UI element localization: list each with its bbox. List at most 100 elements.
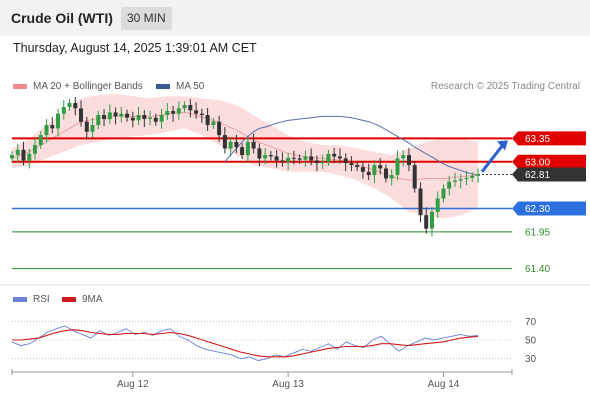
credit-text: Research © 2025 Trading Central: [430, 81, 580, 92]
candle: [355, 165, 360, 168]
rsi-series-rsi: [11, 325, 479, 361]
candle: [320, 161, 325, 164]
x-tick-label-1: Aug 13: [272, 379, 304, 390]
candle: [291, 157, 296, 159]
rsi-tick-50: 50: [525, 336, 537, 347]
candle: [326, 153, 331, 162]
ma50-line: [224, 115, 479, 176]
chart-header: Crude Oil (WTI) 30 MIN: [0, 0, 590, 36]
candle: [27, 153, 32, 161]
legend-ma50: MA 50: [156, 81, 204, 92]
candle: [349, 163, 354, 166]
candle: [84, 121, 89, 132]
candle: [332, 153, 337, 157]
candle: [251, 141, 256, 149]
level-label-2: 62.81: [525, 170, 550, 181]
rsi-tick-30: 30: [525, 354, 537, 365]
ma20-line: [11, 111, 479, 181]
candle: [228, 141, 233, 149]
candle: [257, 148, 262, 159]
candle: [188, 105, 193, 111]
candle: [142, 115, 147, 119]
candle: [148, 117, 153, 119]
level-label-1: 63.00: [525, 157, 550, 168]
candle: [447, 181, 452, 189]
candle: [337, 156, 342, 159]
candle: [194, 110, 199, 114]
candle: [56, 113, 60, 129]
level-label-5: 61.40: [525, 264, 550, 275]
candle: [453, 180, 457, 182]
candle: [286, 157, 291, 162]
candle: [79, 108, 83, 122]
candle: [33, 145, 37, 154]
candle: [378, 165, 383, 169]
candle: [389, 175, 394, 179]
candle: [165, 111, 170, 115]
candle: [280, 160, 285, 162]
candle: [407, 155, 411, 166]
candle: [412, 165, 417, 189]
candle: [268, 155, 273, 157]
candle: [234, 141, 239, 148]
candle: [102, 115, 106, 119]
legend-rsi: RSI: [13, 294, 50, 305]
legend-swatch-ma50: [156, 84, 170, 89]
rsi-series-9ma: [12, 329, 479, 358]
candle: [50, 125, 55, 129]
candle: [67, 103, 72, 107]
candle: [182, 105, 187, 109]
candle: [136, 115, 141, 121]
timestamp: Thursday, August 14, 2025 1:39:01 AM CET: [13, 41, 257, 55]
candle: [153, 117, 158, 122]
candle: [297, 158, 302, 160]
rsi-tick-70: 70: [525, 317, 537, 328]
candle: [274, 156, 279, 161]
candle: [38, 135, 43, 146]
x-tick-label-2: Aug 14: [428, 379, 460, 390]
bollinger-band-area: [12, 93, 478, 219]
candle: [73, 103, 78, 109]
level-label-0: 63.35: [525, 134, 550, 145]
instrument-title: Crude Oil (WTI): [11, 10, 113, 26]
candle: [366, 171, 371, 176]
level-badge-2: [512, 167, 586, 182]
candle: [245, 141, 250, 156]
candle: [96, 115, 101, 125]
legend-label-ma50: MA 50: [176, 81, 205, 92]
candle: [435, 198, 440, 212]
legend-swatch-rsi: [13, 297, 27, 302]
candle: [263, 155, 268, 159]
candle: [401, 155, 406, 159]
candle: [222, 135, 227, 149]
timeframe-button[interactable]: 30 MIN: [121, 7, 172, 30]
candle: [107, 112, 112, 120]
candle: [464, 177, 469, 180]
candle: [314, 160, 319, 164]
legend-swatch-9ma: [62, 297, 76, 302]
candle: [119, 113, 124, 117]
level-badge-1: [512, 154, 586, 169]
level-label-4: 61.95: [525, 227, 550, 238]
legend-bollinger: MA 20 + Bollinger Bands: [13, 81, 143, 92]
candle: [21, 149, 26, 161]
candle: [125, 113, 130, 118]
legend-swatch-bollinger: [13, 84, 27, 89]
candle: [430, 211, 434, 229]
candle: [372, 165, 377, 176]
candle: [171, 111, 176, 114]
candle: [61, 107, 66, 114]
candle: [15, 149, 20, 156]
forecast-arrow: [480, 142, 506, 173]
candle: [441, 188, 446, 199]
legend-label-rsi: RSI: [33, 294, 50, 305]
legend-9ma: 9MA: [62, 294, 103, 305]
level-label-3: 62.30: [525, 204, 550, 215]
candle: [205, 115, 210, 125]
candle: [470, 175, 475, 178]
candle: [424, 215, 429, 229]
candle: [10, 155, 14, 159]
candle: [211, 121, 216, 125]
candle: [418, 188, 423, 216]
